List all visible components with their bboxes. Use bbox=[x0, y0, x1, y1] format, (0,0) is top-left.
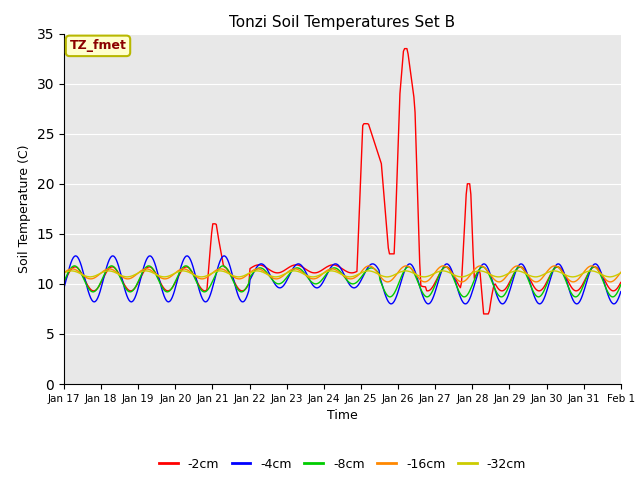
Y-axis label: Soil Temperature (C): Soil Temperature (C) bbox=[18, 144, 31, 273]
Title: Tonzi Soil Temperatures Set B: Tonzi Soil Temperatures Set B bbox=[229, 15, 456, 30]
Text: TZ_fmet: TZ_fmet bbox=[70, 39, 127, 52]
Legend: -2cm, -4cm, -8cm, -16cm, -32cm: -2cm, -4cm, -8cm, -16cm, -32cm bbox=[154, 453, 531, 476]
X-axis label: Time: Time bbox=[327, 409, 358, 422]
